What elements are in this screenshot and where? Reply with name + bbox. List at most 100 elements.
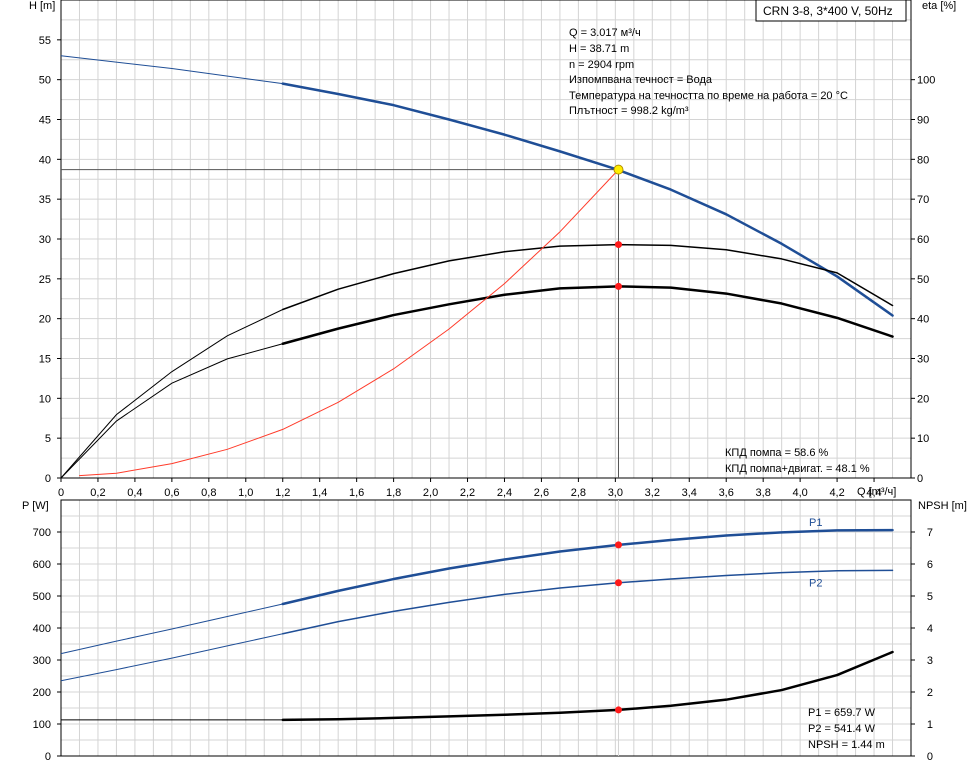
tick-label: 60 [917, 234, 929, 246]
p2-curve [281, 569, 894, 635]
result-line: P1 = 659.7 W [808, 707, 876, 719]
tick-label: 4,0 [792, 487, 807, 499]
pump-efficiency-marker [614, 241, 622, 249]
tick-label: 0,6 [164, 487, 179, 499]
p1-marker [614, 541, 622, 549]
tick-label: 80 [917, 154, 929, 166]
system-curve [78, 169, 619, 477]
bottom-chart-axes: 0 100 200 300 400 500 600 700 0 1 2 3 4 5 6 7 [33, 527, 933, 763]
tick-label: 2,8 [571, 487, 586, 499]
tick-label: 3,8 [756, 487, 771, 499]
tick-label: 7 [927, 527, 933, 539]
tick-label: 0 [45, 473, 51, 485]
tick-label: 20 [39, 314, 51, 326]
top-chart-markers [613, 164, 624, 290]
tick-label: 10 [39, 393, 51, 405]
tick-label: 300 [33, 655, 51, 667]
tick-label: 50 [917, 274, 929, 286]
tick-label: 30 [917, 354, 929, 366]
model-label: CRN 3-8, 3*400 V, 50Hz [763, 4, 893, 18]
tick-label: 5 [45, 433, 51, 445]
info-line: Изпомпвана течност = Вода [569, 74, 713, 86]
tick-label: 0 [927, 751, 933, 763]
p1-curve-low-flow [60, 603, 283, 655]
h-axis-title: H [m] [29, 0, 55, 12]
info-line: Температура на течността по време на раб… [569, 90, 848, 102]
tick-label: 6 [927, 559, 933, 571]
model-label-box [755, 0, 907, 22]
p1-series-label: P1 [809, 517, 822, 529]
total-efficiency-curve-low-flow [60, 343, 283, 479]
tick-label: 600 [33, 559, 51, 571]
tick-label: 40 [39, 154, 51, 166]
tick-label: 500 [33, 591, 51, 603]
tick-label: 4,2 [829, 487, 844, 499]
result-line: КПД помпа = 58.6 % [725, 447, 829, 459]
tick-label: 0 [45, 751, 51, 763]
tick-label: 100 [917, 75, 935, 87]
tick-label: 200 [33, 687, 51, 699]
tick-label: 3,0 [608, 487, 623, 499]
tick-label: 700 [33, 527, 51, 539]
npsh-marker [614, 706, 622, 714]
tick-label: 25 [39, 274, 51, 286]
tick-label: 0 [917, 473, 923, 485]
tick-label: 40 [917, 314, 929, 326]
tick-label: 2,0 [423, 487, 438, 499]
bottom-chart-markers: P1 P2 [614, 517, 822, 714]
p1-curve [281, 528, 894, 606]
result-line: P2 = 541.4 W [808, 723, 876, 735]
tick-label: 2,2 [460, 487, 475, 499]
tick-label: 20 [917, 393, 929, 405]
tick-label: 1,4 [312, 487, 327, 499]
eta-axis-title: eta [%] [922, 0, 956, 12]
tick-label: 0,4 [127, 487, 142, 499]
top-chart-grid [61, 0, 911, 478]
info-line: Q = 3.017 м³/ч [569, 27, 641, 39]
tick-label: 90 [917, 115, 929, 127]
tick-label: 0,2 [90, 487, 105, 499]
tick-label: 0,8 [201, 487, 216, 499]
tick-label: 15 [39, 354, 51, 366]
head-curve-low-flow [60, 55, 283, 85]
p-axis-title: P [W] [22, 500, 49, 512]
tick-label: 70 [917, 194, 929, 206]
total-efficiency-curve [281, 285, 894, 346]
tick-label: 1,8 [386, 487, 401, 499]
duty-point-info: Q = 3.017 м³/ч H = 38.71 m n = 2904 rpm … [569, 27, 848, 117]
tick-label: 4,4 [866, 487, 881, 499]
tick-label: 50 [39, 75, 51, 87]
tick-label: 100 [33, 719, 51, 731]
tick-label: 400 [33, 623, 51, 635]
p2-curve-low-flow [60, 633, 283, 682]
tick-label: 1,6 [349, 487, 364, 499]
total-efficiency-marker [614, 282, 622, 290]
tick-label: 2,6 [534, 487, 549, 499]
tick-label: 2,4 [497, 487, 512, 499]
head-curve [281, 82, 894, 317]
pump-efficiency-curve [281, 243, 894, 311]
tick-label: 30 [39, 234, 51, 246]
efficiency-results: КПД помпа = 58.6 % КПД помпа+двигат. = 4… [725, 447, 870, 475]
tick-label: 2 [927, 687, 933, 699]
npsh-curve [281, 650, 894, 722]
q-axis-title: Q [m³/ч] [857, 486, 896, 498]
npsh-axis-title: NPSH [m] [918, 500, 967, 512]
tick-label: 1,0 [238, 487, 253, 499]
info-line: n = 2904 rpm [569, 59, 634, 71]
p2-series-label: P2 [809, 577, 822, 589]
tick-label: 1,2 [275, 487, 290, 499]
tick-label: 55 [39, 35, 51, 47]
power-results: P1 = 659.7 W P2 = 541.4 W NPSH = 1.44 m [808, 707, 885, 751]
p2-marker [614, 579, 622, 587]
result-line: КПД помпа+двигат. = 48.1 % [725, 463, 870, 475]
tick-label: 4 [927, 623, 933, 635]
tick-label: 5 [927, 591, 933, 603]
tick-label: 35 [39, 194, 51, 206]
top-chart-axes: 0 5 10 15 20 25 30 35 40 45 50 55 0 10 20 30 40 50 60 70 80 9… [39, 35, 936, 499]
info-line: H = 38.71 m [569, 43, 629, 55]
tick-label: 1 [927, 719, 933, 731]
tick-label: 0 [58, 487, 64, 499]
tick-label: 3,6 [719, 487, 734, 499]
